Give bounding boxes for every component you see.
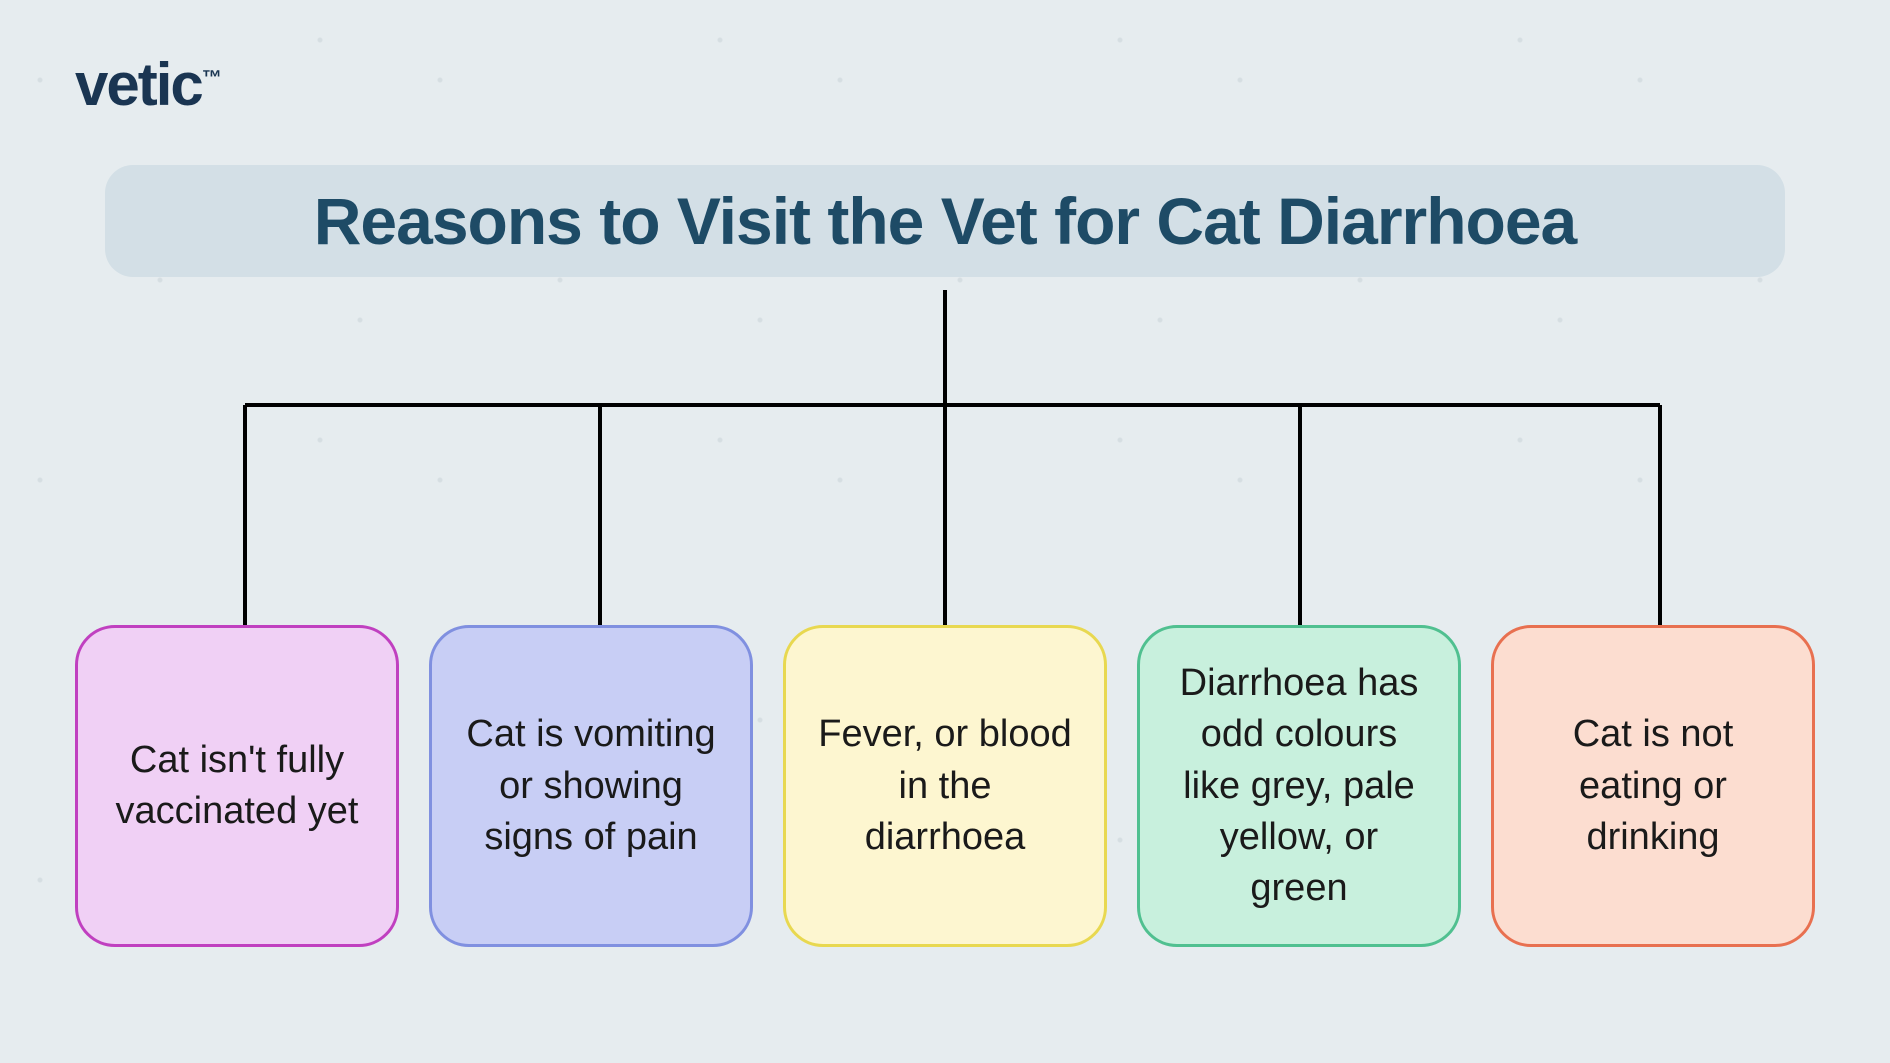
reason-box: Cat is not eating or drinking [1491,625,1815,947]
reason-boxes-row: Cat isn't fully vaccinated yet Cat is vo… [75,625,1815,947]
reason-text: Cat isn't fully vaccinated yet [108,735,366,838]
title-bar: Reasons to Visit the Vet for Cat Diarrho… [105,165,1785,277]
reason-box: Fever, or blood in the diarrhoea [783,625,1107,947]
logo-text: vetic [75,51,202,118]
reason-text: Cat is not eating or drinking [1524,709,1782,863]
reason-text: Cat is vomiting or showing signs of pain [462,709,720,863]
reason-text: Diarrhoea has odd colours like grey, pal… [1170,658,1428,914]
logo-trademark: ™ [202,67,220,89]
reason-box: Diarrhoea has odd colours like grey, pal… [1137,625,1461,947]
reason-box: Cat isn't fully vaccinated yet [75,625,399,947]
reason-box: Cat is vomiting or showing signs of pain [429,625,753,947]
page-title: Reasons to Visit the Vet for Cat Diarrho… [145,183,1745,259]
reason-text: Fever, or blood in the diarrhoea [816,709,1074,863]
brand-logo: vetic™ [75,50,220,119]
